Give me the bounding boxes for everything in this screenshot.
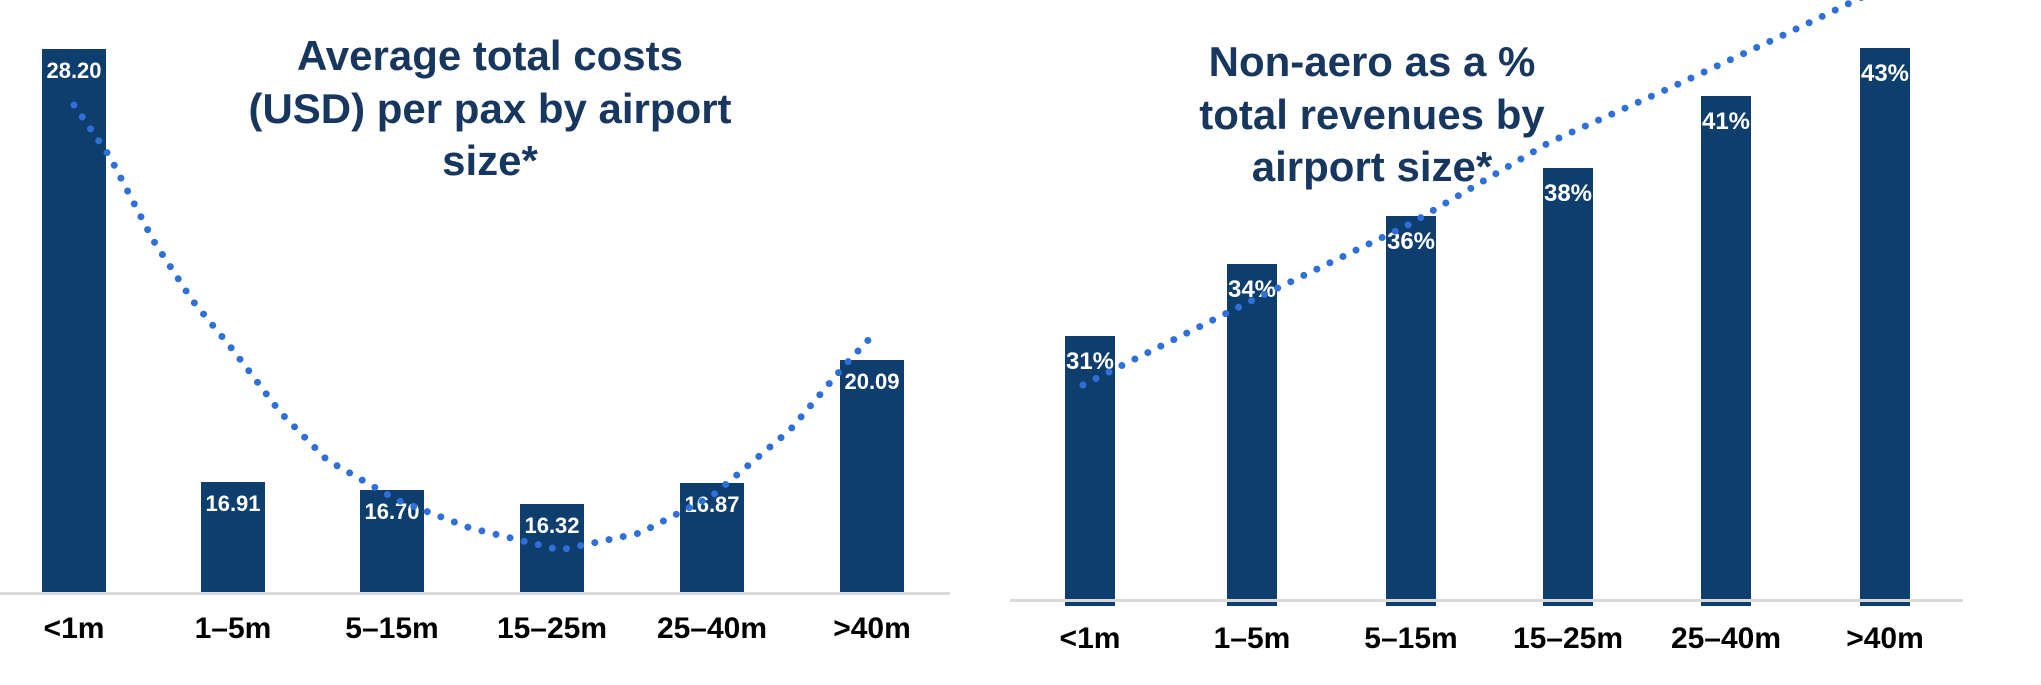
bar-value-label: 16.87 xyxy=(684,492,740,518)
bar-value-label: 31% xyxy=(1065,348,1115,375)
bar-cost-1-5m: 16.91 xyxy=(201,481,265,593)
x-axis-label: 25–40m xyxy=(656,612,768,645)
x-axis-label: 5–15m xyxy=(345,612,439,645)
x-axis-label: <1m xyxy=(1059,622,1121,655)
x-axis-label: >40m xyxy=(1846,622,1924,655)
x-axis-label: 1–5m xyxy=(194,612,272,645)
x-axis-line xyxy=(1010,599,1963,602)
bar-value-label: 41% xyxy=(1701,108,1751,135)
bar-nonaero-gt40m: 43% xyxy=(1860,48,1910,606)
x-axis-line xyxy=(0,592,950,595)
bar-value-label: 16.70 xyxy=(364,498,420,524)
x-axis-label: 25–40m xyxy=(1670,622,1782,655)
x-axis-label: 15–25m xyxy=(1512,622,1624,655)
bar-cost-gt40m: 20.09 xyxy=(840,359,904,593)
bar-cost-25-40m: 16.87 xyxy=(680,483,744,593)
bar-nonaero-lt1m: 31% xyxy=(1065,336,1115,606)
x-axis-label: >40m xyxy=(833,612,911,645)
x-axis-label: 5–15m xyxy=(1364,622,1458,655)
bar-value-label: 20.09 xyxy=(844,368,900,394)
bar-nonaero-15-25m: 38% xyxy=(1543,168,1593,606)
bar-value-label: 36% xyxy=(1386,228,1436,255)
bar-value-label: 34% xyxy=(1227,276,1277,303)
bar-cost-15-25m: 16.32 xyxy=(520,504,584,593)
bar-cost-5-15m: 16.70 xyxy=(360,489,424,593)
x-axis-label: <1m xyxy=(43,612,105,645)
bar-cost-lt1m: 28.20 xyxy=(42,49,106,593)
bar-nonaero-5-15m: 36% xyxy=(1386,216,1436,606)
bar-nonaero-25-40m: 41% xyxy=(1701,96,1751,606)
bar-value-label: 16.91 xyxy=(205,490,261,516)
bar-nonaero-1-5m: 34% xyxy=(1227,264,1277,606)
bar-value-label: 28.20 xyxy=(46,58,102,84)
x-axis-label: 1–5m xyxy=(1213,622,1291,655)
bar-value-label: 16.32 xyxy=(524,513,580,539)
bar-value-label: 38% xyxy=(1543,180,1593,207)
cost-chart-title: Average total costs (USD) per pax by air… xyxy=(248,32,732,184)
bar-value-label: 43% xyxy=(1860,60,1910,87)
x-axis-label: 15–25m xyxy=(496,612,608,645)
